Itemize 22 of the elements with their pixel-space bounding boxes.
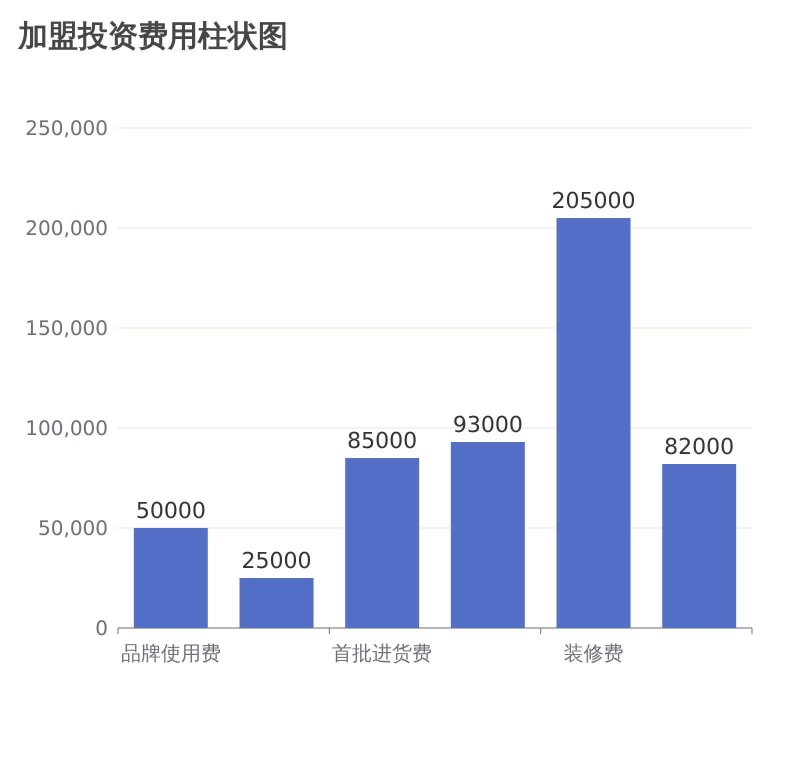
bar (345, 458, 420, 628)
y-tick-label: 0 (95, 616, 108, 640)
bar (134, 528, 208, 628)
data-label: 25000 (242, 549, 312, 574)
y-tick-label: 200,000 (25, 216, 108, 240)
data-label: 205000 (552, 189, 636, 214)
x-tick-label: 品牌使用费 (120, 641, 221, 665)
y-tick-label: 100,000 (25, 416, 108, 440)
data-label: 50000 (136, 499, 206, 524)
data-label: 93000 (452, 413, 523, 438)
bar (556, 218, 630, 628)
data-label: 82000 (664, 435, 734, 460)
y-tick-label: 250,000 (25, 116, 108, 140)
x-tick-label: 装修费 (564, 641, 624, 665)
y-tick-label: 150,000 (25, 316, 108, 340)
y-tick-label: 50,000 (38, 516, 108, 540)
data-label: 85000 (347, 429, 418, 454)
bar (240, 578, 314, 628)
x-tick-label: 首批进货费 (332, 641, 432, 665)
bar (450, 442, 525, 628)
bar (662, 464, 736, 628)
chart-title: 加盟投资费用柱状图 (17, 19, 288, 54)
